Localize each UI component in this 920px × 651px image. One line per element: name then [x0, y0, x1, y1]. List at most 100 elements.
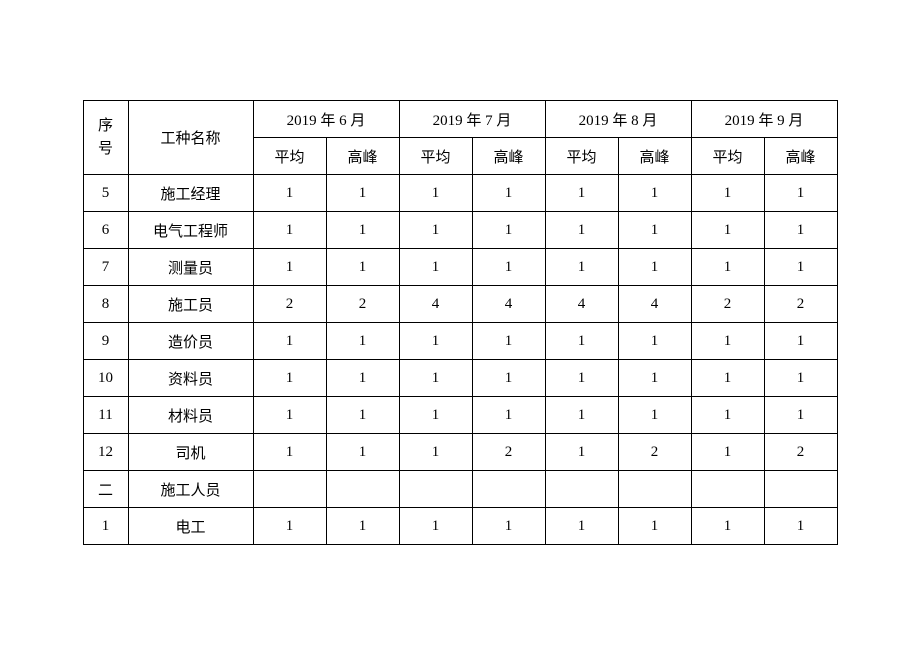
cell-value: 1 [399, 212, 472, 249]
header-month-3: 2019 年 9 月 [691, 101, 837, 138]
cell-value: 1 [399, 434, 472, 471]
cell-value: 1 [472, 397, 545, 434]
cell-value: 2 [326, 286, 399, 323]
table-row: 6电气工程师11111111 [83, 212, 837, 249]
staffing-table: 序 号 工种名称 2019 年 6 月 2019 年 7 月 2019 年 8 … [83, 100, 838, 545]
cell-value: 1 [472, 360, 545, 397]
cell-value: 2 [472, 434, 545, 471]
header-row-1: 序 号 工种名称 2019 年 6 月 2019 年 7 月 2019 年 8 … [83, 101, 837, 138]
table-row: 1电工11111111 [83, 508, 837, 545]
cell-value: 1 [253, 434, 326, 471]
cell-value: 1 [472, 249, 545, 286]
cell-value: 1 [618, 249, 691, 286]
cell-value: 2 [691, 286, 764, 323]
table-row: 7测量员11111111 [83, 249, 837, 286]
cell-value [399, 471, 472, 508]
cell-name: 电工 [128, 508, 253, 545]
cell-seq: 5 [83, 175, 128, 212]
cell-value: 1 [691, 249, 764, 286]
cell-value: 1 [253, 212, 326, 249]
header-month-1: 2019 年 7 月 [399, 101, 545, 138]
cell-seq: 6 [83, 212, 128, 249]
cell-value: 1 [253, 397, 326, 434]
table-row: 二施工人员 [83, 471, 837, 508]
cell-value: 1 [326, 508, 399, 545]
cell-seq: 1 [83, 508, 128, 545]
cell-name: 司机 [128, 434, 253, 471]
table-header: 序 号 工种名称 2019 年 6 月 2019 年 7 月 2019 年 8 … [83, 101, 837, 175]
header-name: 工种名称 [128, 101, 253, 175]
cell-value: 1 [326, 249, 399, 286]
cell-value: 1 [545, 249, 618, 286]
cell-value: 1 [691, 323, 764, 360]
cell-value: 4 [472, 286, 545, 323]
header-sub-avg-1: 平均 [399, 138, 472, 175]
cell-value: 1 [399, 323, 472, 360]
header-seq: 序 号 [83, 101, 128, 175]
cell-value: 1 [764, 397, 837, 434]
cell-value: 1 [764, 323, 837, 360]
header-sub-avg-3: 平均 [691, 138, 764, 175]
cell-value: 1 [253, 175, 326, 212]
cell-name: 造价员 [128, 323, 253, 360]
cell-value: 1 [326, 434, 399, 471]
cell-value: 1 [545, 212, 618, 249]
cell-value: 2 [764, 286, 837, 323]
cell-seq: 7 [83, 249, 128, 286]
cell-value [472, 471, 545, 508]
cell-value: 1 [618, 175, 691, 212]
cell-value: 1 [545, 434, 618, 471]
cell-seq: 9 [83, 323, 128, 360]
cell-value: 1 [691, 434, 764, 471]
cell-value: 1 [691, 360, 764, 397]
table-row: 11材料员11111111 [83, 397, 837, 434]
header-sub-peak-1: 高峰 [472, 138, 545, 175]
cell-value [764, 471, 837, 508]
cell-name: 施工人员 [128, 471, 253, 508]
cell-value: 1 [399, 508, 472, 545]
cell-value: 1 [764, 508, 837, 545]
seq-char-2: 号 [84, 138, 128, 161]
table-body: 5施工经理111111116电气工程师111111117测量员111111118… [83, 175, 837, 545]
cell-value: 1 [326, 360, 399, 397]
cell-value: 2 [253, 286, 326, 323]
cell-name: 施工经理 [128, 175, 253, 212]
header-sub-peak-2: 高峰 [618, 138, 691, 175]
cell-name: 材料员 [128, 397, 253, 434]
cell-value: 1 [326, 175, 399, 212]
cell-name: 电气工程师 [128, 212, 253, 249]
cell-value: 1 [691, 508, 764, 545]
cell-value: 1 [472, 508, 545, 545]
cell-value [253, 471, 326, 508]
cell-value: 1 [691, 175, 764, 212]
cell-value: 4 [618, 286, 691, 323]
cell-value: 1 [618, 360, 691, 397]
cell-value: 1 [399, 249, 472, 286]
cell-value: 4 [399, 286, 472, 323]
cell-value [618, 471, 691, 508]
cell-value: 4 [545, 286, 618, 323]
cell-name: 施工员 [128, 286, 253, 323]
cell-value: 1 [253, 508, 326, 545]
header-sub-peak-3: 高峰 [764, 138, 837, 175]
cell-value: 1 [545, 397, 618, 434]
cell-seq: 10 [83, 360, 128, 397]
cell-value: 1 [691, 397, 764, 434]
cell-name: 资料员 [128, 360, 253, 397]
cell-value [326, 471, 399, 508]
cell-name: 测量员 [128, 249, 253, 286]
cell-value: 1 [399, 360, 472, 397]
cell-seq: 12 [83, 434, 128, 471]
cell-seq: 11 [83, 397, 128, 434]
table-row: 5施工经理11111111 [83, 175, 837, 212]
cell-value: 1 [764, 249, 837, 286]
cell-value: 1 [618, 323, 691, 360]
cell-value: 1 [472, 175, 545, 212]
cell-seq: 8 [83, 286, 128, 323]
cell-value: 1 [545, 175, 618, 212]
cell-value: 1 [253, 249, 326, 286]
cell-value: 1 [326, 323, 399, 360]
cell-value: 2 [764, 434, 837, 471]
cell-value: 1 [691, 212, 764, 249]
cell-value: 2 [618, 434, 691, 471]
